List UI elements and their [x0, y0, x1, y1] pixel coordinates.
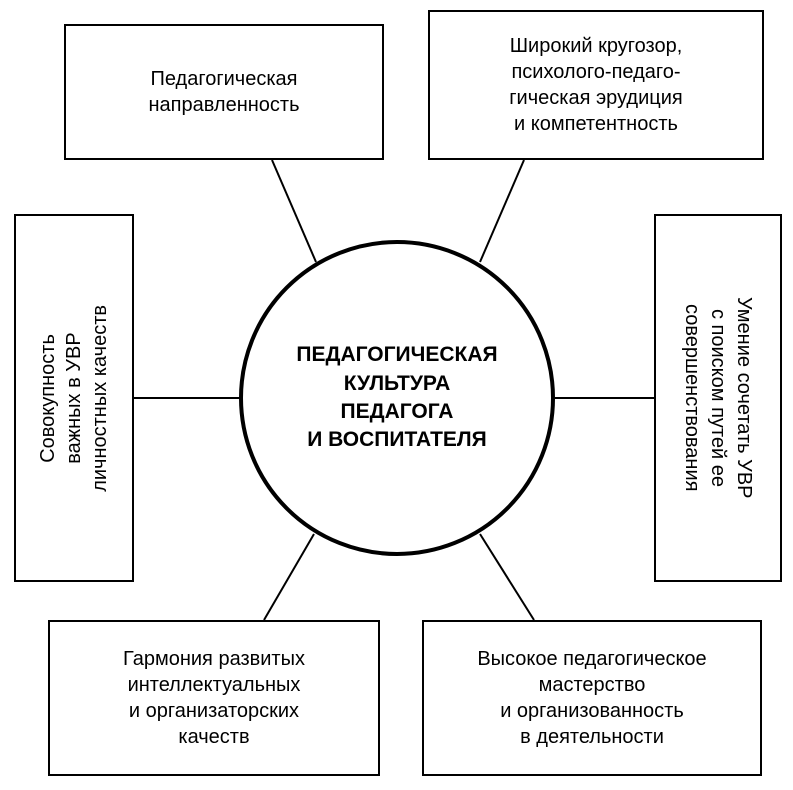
- center-circle: ПЕДАГОГИЧЕСКАЯ КУЛЬТУРА ПЕДАГОГА И ВОСПИ…: [239, 240, 555, 556]
- node-bottom-left-label: Гармония развитых интеллектуальных и орг…: [123, 646, 305, 750]
- node-bottom-right-label: Высокое педагогическое мастерство и орга…: [477, 646, 706, 750]
- node-top-left: Педагогическая направленность: [64, 24, 384, 160]
- connector-bottom-right: [480, 534, 534, 620]
- connector-top-left: [272, 160, 316, 262]
- diagram-canvas: Педагогическая направленность Широкий кр…: [0, 0, 793, 790]
- connector-top-right: [480, 160, 524, 262]
- node-bottom-left: Гармония развитых интеллектуальных и орг…: [48, 620, 380, 776]
- node-top-right-label: Широкий кругозор, психолого-педаго- гиче…: [509, 33, 682, 137]
- node-mid-left: Совокупность важных в УВР личностных кач…: [14, 214, 134, 582]
- node-mid-left-label: Совокупность важных в УВР личностных кач…: [35, 305, 113, 492]
- node-mid-right: Умение сочетать УВР с поиском путей ее с…: [654, 214, 782, 582]
- connector-bottom-left: [264, 534, 314, 620]
- node-top-right: Широкий кругозор, психолого-педаго- гиче…: [428, 10, 764, 160]
- node-top-left-label: Педагогическая направленность: [149, 66, 300, 118]
- center-label: ПЕДАГОГИЧЕСКАЯ КУЛЬТУРА ПЕДАГОГА И ВОСПИ…: [296, 341, 497, 454]
- node-mid-right-label: Умение сочетать УВР с поиском путей ее с…: [679, 297, 757, 499]
- node-bottom-right: Высокое педагогическое мастерство и орга…: [422, 620, 762, 776]
